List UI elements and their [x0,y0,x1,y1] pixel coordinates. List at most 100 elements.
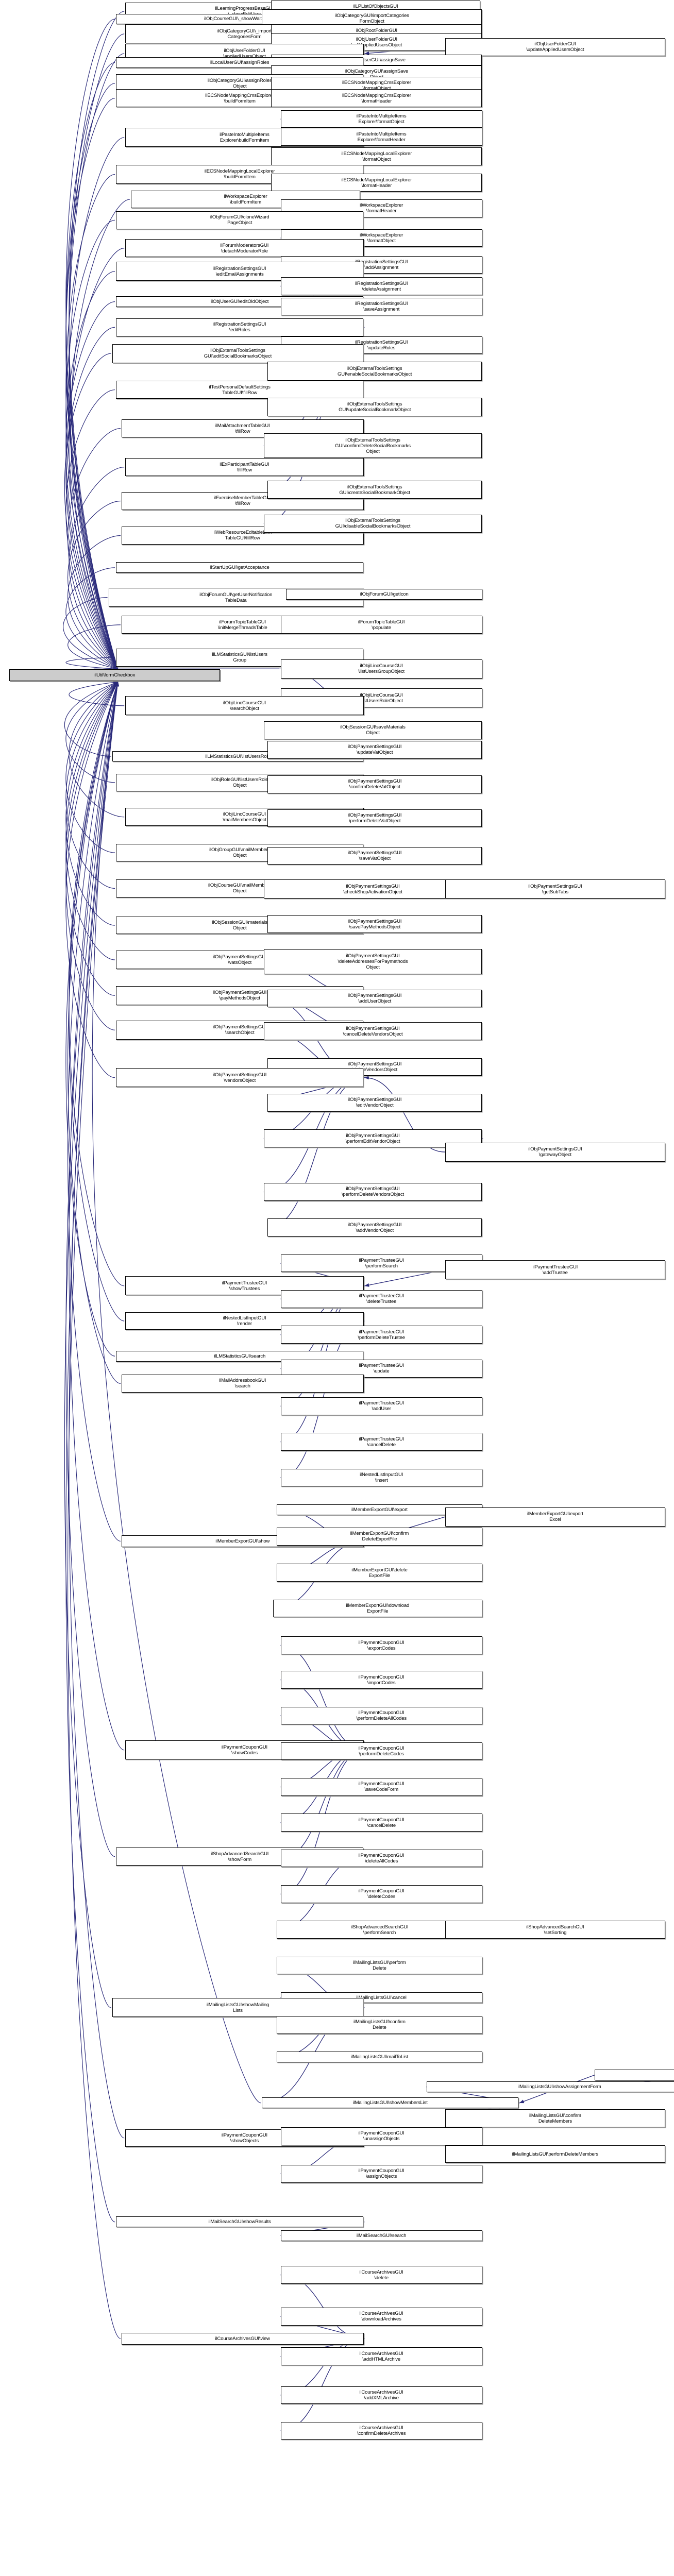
graph-node[interactable]: ilWebResourceEditableLink TableGUI\fillR… [121,527,364,545]
graph-node[interactable]: ilPaymentCouponGUI \performDeleteAllCode… [280,1706,482,1725]
graph-node[interactable]: ilMailingListsGUI\showAssignmentForm [426,2081,674,2092]
graph-node[interactable]: ilPaymentCouponGUI \importCodes [280,1671,482,1689]
graph-node[interactable]: ilObjCategoryGUI\importCategories FormOb… [262,9,482,28]
graph-node[interactable]: ilObjExternalToolsSettings GUI\editSocia… [112,344,364,363]
graph-node[interactable]: ilMailingListsGUI\mailToList [277,2052,482,2063]
graph-edge-to-root [65,682,119,996]
graph-node[interactable]: ilObjPaymentSettingsGUI \saveVatObject [267,846,482,865]
graph-node[interactable]: ilPaymentCouponGUI \exportCodes [280,1636,482,1654]
graph-node[interactable]: ilObjPaymentSettingsGUI \editVendorObjec… [267,1093,482,1112]
graph-node[interactable]: ilMemberExportGUI\delete ExportFile [277,1564,482,1582]
graph-node[interactable]: ilMemberExportGUI\export Excel [445,1507,665,1527]
graph-node[interactable]: ilPaymentCouponGUI \saveCodeForm [280,1778,482,1796]
graph-node[interactable]: ilPaymentCouponGUI \deleteAllCodes [280,1849,482,1868]
graph-node[interactable]: ilNestedListInputGUI \render [125,1312,364,1330]
graph-node[interactable]: ilRegistrationSettingsGUI \saveAssignmen… [280,297,482,316]
graph-node[interactable]: ilCourseArchivesGUI \addXMLArchive [280,2386,482,2404]
graph-node[interactable]: ilObjPaymentSettingsGUI \savePayMethodsO… [267,915,482,934]
graph-node[interactable]: ilShopAdvancedSearchGUI \setSorting [445,1921,665,1939]
graph-node[interactable]: ilPaymentTrusteeGUI \deleteTrustee [280,1290,482,1308]
graph-node[interactable]: ilMemberExportGUI\export [277,1504,482,1515]
graph-edge [364,1269,446,1287]
graph-node[interactable]: ilObjPaymentSettingsGUI \getSubTabs [445,879,665,899]
graph-edge-to-root [65,682,119,1030]
graph-node[interactable]: ilObjiLincCourseGUI \searchObject [125,696,364,716]
graph-node[interactable]: ilStartUpGUI\getAcceptance [116,562,364,573]
graph-node[interactable]: ilObjForumGUI\cloneWizard PageObject [116,211,364,229]
graph-edge-to-root [69,681,125,1286]
graph-node[interactable]: ilPaymentTrusteeGUI \cancelDelete [280,1433,482,1451]
graph-node[interactable]: ilObjPaymentSettingsGUI \gatewayObject [445,1142,665,1162]
graph-node[interactable]: ilMemberExportGUI\download ExportFile [273,1599,482,1618]
graph-node[interactable]: ilPaymentCouponGUI \unassignObjects [280,2127,482,2145]
graph-edge-to-root [65,681,120,2223]
graph-node[interactable]: ilMailingListsGUI\saveAssignmentForm [595,2070,674,2080]
graph-node[interactable]: ilObjPaymentSettingsGUI \deleteAddresses… [263,949,482,974]
graph-edge-to-root [65,681,119,1357]
graph-node[interactable]: ilECSNodeMappingLocalExplorer \formatHea… [271,174,482,192]
graph-node[interactable]: ilMailSearchGUI\search [280,2230,482,2241]
graph-node[interactable]: ilMailingListsGUI\confirm DeleteMembers [445,2109,665,2128]
graph-node[interactable]: ilMailSearchGUI\showResults [116,2216,364,2228]
graph-node[interactable]: ilPaymentTrusteeGUI \performDeleteTruste… [280,1326,482,1344]
graph-node[interactable]: ilObjPaymentSettingsGUI \performDeleteVa… [267,809,482,827]
graph-node[interactable]: ilMailingListsGUI\performDeleteMembers [445,2145,665,2163]
graph-node[interactable]: ilMailingListsGUI\showMembersList [262,2097,519,2109]
graph-node[interactable]: ilTestPersonalDefaultSettings TableGUI\f… [116,381,364,399]
graph-node[interactable]: ilPaymentTrusteeGUI \update [280,1360,482,1378]
graph-node[interactable]: ilPaymentCouponGUI \deleteCodes [280,1885,482,1903]
graph-node[interactable]: ilExParticipantTableGUI \fillRow [125,458,364,476]
graph-node[interactable]: ilPaymentCouponGUI \cancelDelete [280,1814,482,1832]
graph-node[interactable]: ilCourseArchivesGUI \addHTMLArchive [280,2347,482,2366]
graph-node[interactable]: ilWorkspaceExplorer \buildFormItem [131,190,360,209]
graph-node[interactable]: ilECSNodeMappingCmsExplorer \formatHeade… [271,89,482,107]
graph-edge-to-root [64,353,119,669]
graph-edge-to-root [65,681,119,783]
graph-node[interactable]: ilObjPaymentSettingsGUI \cancelDeleteVen… [263,1022,482,1040]
graph-edge-to-root [69,681,125,2139]
graph-node[interactable]: ilMemberExportGUI\confirm DeleteExportFi… [277,1527,482,1546]
graph-node[interactable]: ilObjUserFolderGUI \updateAppliedUsersOb… [445,38,665,56]
graph-edge-to-root [65,682,119,1078]
graph-node[interactable]: ilPaymentCouponGUI \performDeleteCodes [280,1742,482,1760]
graph-node[interactable]: ilObjExternalToolsSettings GUI\disableSo… [263,515,482,533]
graph-node[interactable]: ilPaymentTrusteeGUI \addTrustee [445,1260,665,1280]
graph-node[interactable]: ilRegistrationSettingsGUI \deleteAssignm… [280,277,482,295]
graph-node[interactable]: ilObjPaymentSettingsGUI \performDeleteVe… [263,1183,482,1201]
graph-node[interactable]: ilForumTopicTableGUI \populate [280,616,482,634]
graph-node[interactable]: ilForumModeratorsGUI \detachModeratorRol… [125,239,364,257]
graph-edge-to-root [65,62,119,669]
graph-node[interactable]: ilMailingListsGUI\confirm Delete [277,2016,482,2034]
graph-node[interactable]: ilObjPaymentSettingsGUI \confirmDeleteVa… [267,775,482,793]
graph-node[interactable]: ilObjForumGUI\getIcon [286,589,483,600]
graph-node[interactable]: ilNestedListInputGUI \insert [280,1468,482,1487]
graph-node[interactable]: ilCourseArchivesGUI \confirmDeleteArchiv… [280,2421,482,2440]
graph-node[interactable]: ilECSNodeMappingLocalExplorer \formatObj… [271,147,482,166]
graph-node[interactable]: ilPasteIntoMultipleItems Explorer\format… [280,110,482,128]
graph-node[interactable]: ilLMStatisticsGUI\search [116,1350,364,1362]
graph-node[interactable]: ilPaymentTrusteeGUI \addUser [280,1397,482,1415]
graph-node[interactable]: ilObjExternalToolsSettings GUI\updateSoc… [267,397,482,417]
graph-node[interactable]: ilObjPaymentSettingsGUI \addUserObject [267,989,482,1008]
graph-node[interactable]: ilCourseArchivesGUI\view [121,2332,364,2345]
graph-node[interactable]: ilObjPaymentSettingsGUI \updateVatObject [267,740,482,759]
graph-edge-to-root [68,500,121,669]
graph-node[interactable]: ilObjSessionGUI\saveMaterials Object [263,721,482,739]
graph-node[interactable]: ilObjPaymentSettingsGUI \vendorsObject [116,1068,364,1088]
graph-node[interactable]: ilPasteIntoMultipleItems Explorer\format… [280,128,482,146]
graph-node[interactable]: ilRegistrationSettingsGUI \editRoles [116,318,364,336]
graph-node[interactable]: ilObjPaymentSettingsGUI \addVendorObject [267,1218,482,1237]
graph-node[interactable]: ilCourseArchivesGUI \delete [280,2266,482,2284]
graph-node[interactable]: ilMailingListsGUI\showMailing Lists [112,1998,364,2018]
graph-edge-to-root [69,681,125,706]
graph-node[interactable]: ilMailingListsGUI\perform Delete [277,1956,482,1975]
graph-node[interactable]: ilObjExternalToolsSettings GUI\createSoc… [267,481,482,499]
graph-node[interactable]: ilObjExternalToolsSettings GUI\confirmDe… [263,433,482,459]
graph-node[interactable]: ilLocalUserGUI\assignRoles [116,57,364,68]
graph-node[interactable]: ilCourseArchivesGUI \downloadArchives [280,2308,482,2326]
graph-node[interactable]: ilPaymentCouponGUI \assignObjects [280,2164,482,2183]
graph-node[interactable]: ilObjiLincCourseGUI \listUsersGroupObjec… [280,659,482,679]
graph-root-node[interactable]: ilUtil\formCheckbox [9,669,221,682]
graph-node[interactable]: ilObjExternalToolsSettings GUI\enableSoc… [267,362,482,381]
graph-node[interactable]: ilMailAddressbookGUI \search [121,1375,364,1393]
